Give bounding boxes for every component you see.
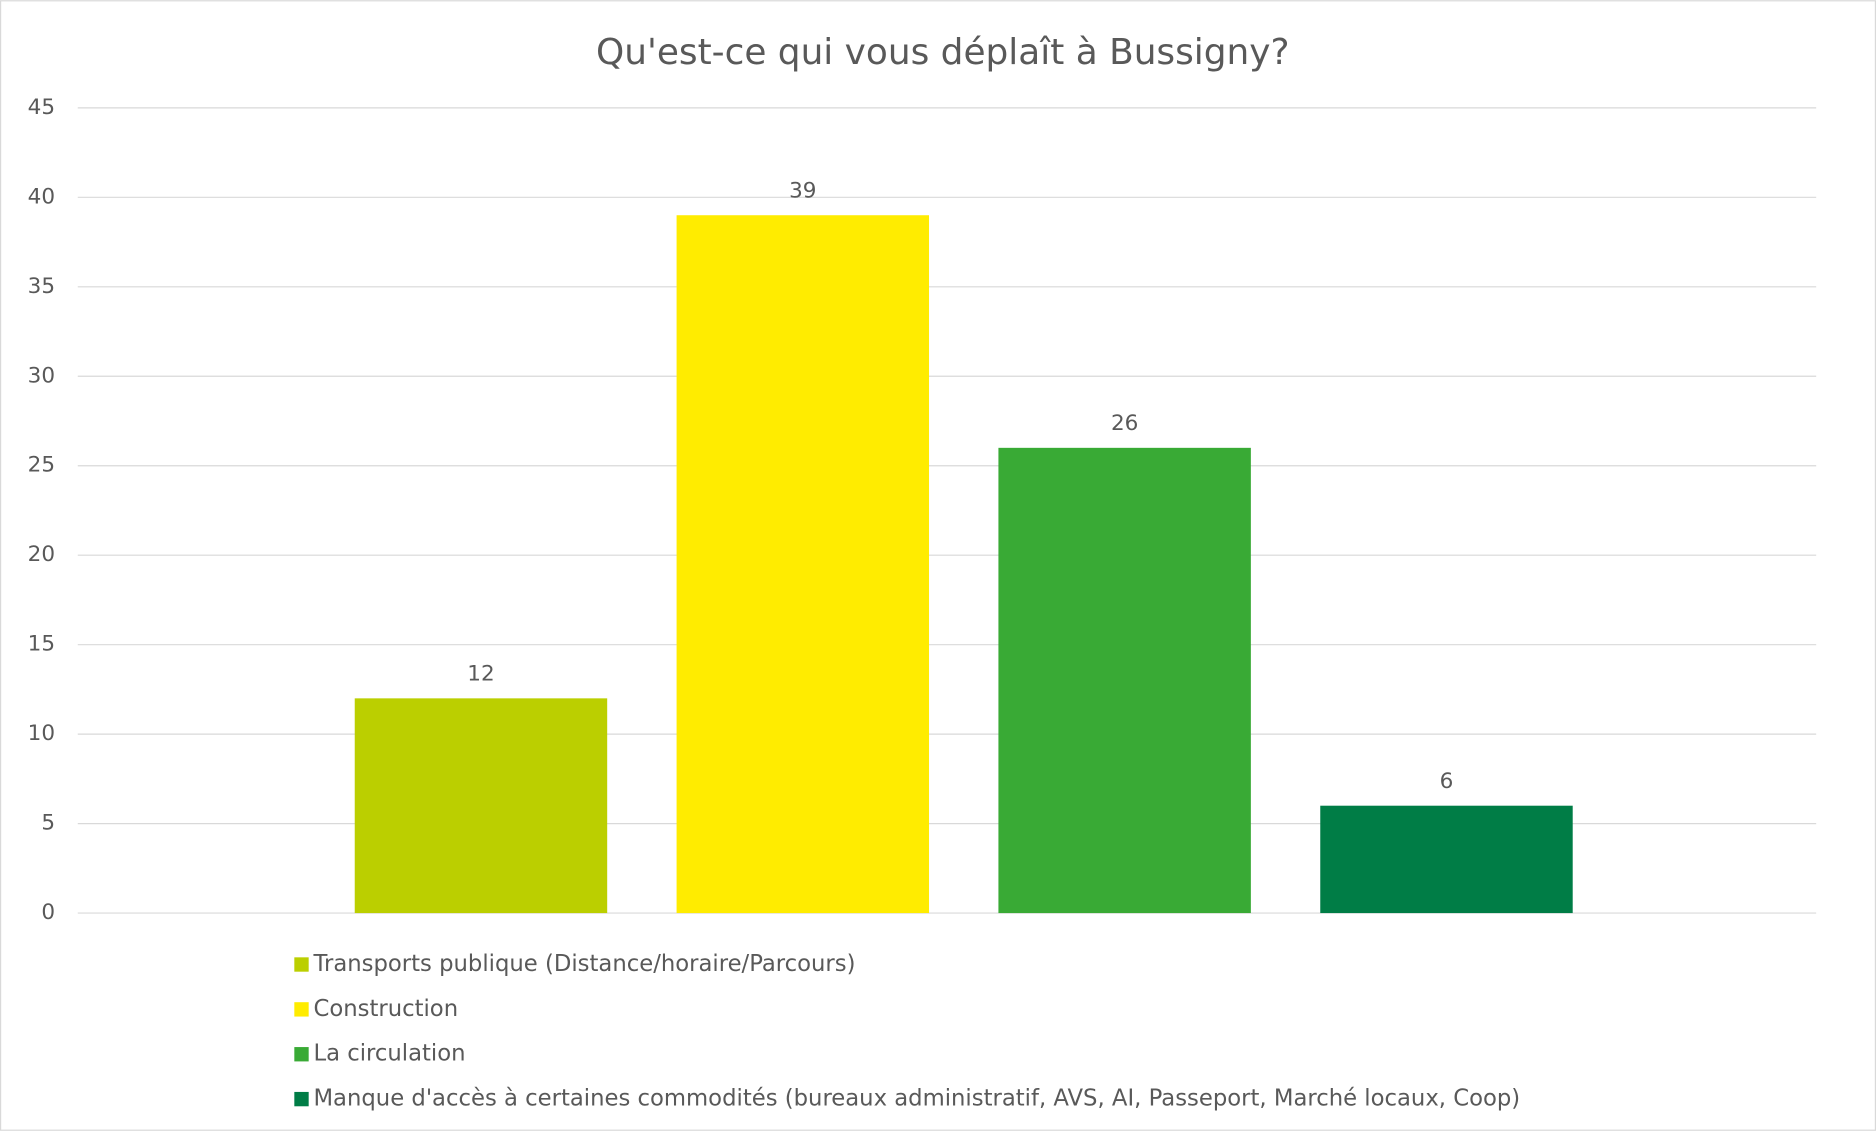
bar: [676, 215, 930, 914]
bar: [998, 447, 1251, 914]
y-tick-label: 40: [28, 184, 55, 209]
legend-swatch: [294, 1091, 309, 1107]
chart-title: Qu'est-ce qui vous déplaît à Bussigny?: [596, 32, 1290, 73]
legend-swatch: [294, 1002, 309, 1017]
bar: [354, 698, 608, 914]
y-tick-label: 10: [28, 721, 55, 746]
legend-label: Construction: [313, 996, 458, 1022]
y-tick-label: 45: [28, 95, 55, 120]
y-tick-label: 5: [41, 811, 55, 836]
y-tick-label: 30: [28, 363, 55, 388]
y-tick-label: 20: [28, 542, 55, 567]
legend-swatch: [294, 957, 309, 972]
legend-swatch: [294, 1047, 309, 1062]
data-label: 12: [467, 661, 494, 686]
data-label: 6: [1440, 769, 1454, 794]
legend-label: Transports publique (Distance/horaire/Pa…: [312, 951, 855, 977]
legend-label: La circulation: [313, 1041, 465, 1067]
y-tick-label: 35: [28, 274, 55, 299]
y-tick-label: 25: [28, 453, 55, 478]
data-label: 26: [1111, 411, 1138, 436]
y-tick-label: 0: [41, 900, 55, 925]
bar: [1320, 805, 1573, 914]
legend-label: Manque d'accès à certaines commodités (b…: [313, 1086, 1520, 1112]
y-tick-label: 15: [28, 632, 55, 657]
data-label: 39: [789, 178, 816, 203]
